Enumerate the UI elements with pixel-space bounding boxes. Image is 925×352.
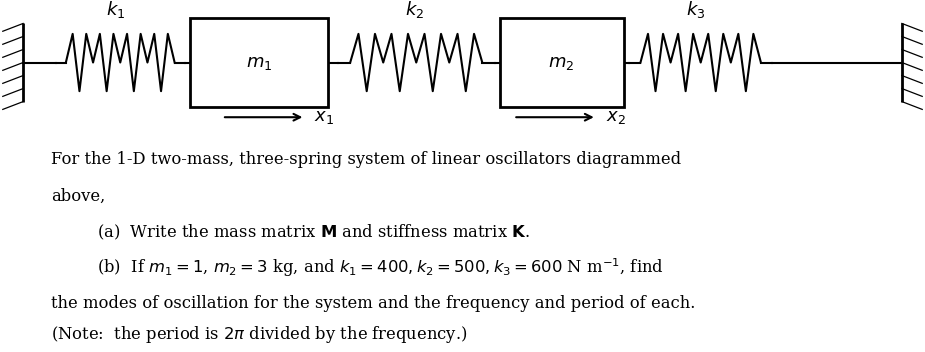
Text: $k_3$: $k_3$ (686, 0, 705, 20)
Text: $x_2$: $x_2$ (606, 108, 625, 126)
Text: $k_1$: $k_1$ (106, 0, 125, 20)
Bar (190, 18, 328, 107)
Text: $x_1$: $x_1$ (314, 108, 335, 126)
Text: (b)  If $m_1 = 1$, $m_2 = 3$ kg, and $k_1 = 400, k_2 = 500, k_3 = 600$ N m$^{-1}: (b) If $m_1 = 1$, $m_2 = 3$ kg, and $k_1… (97, 256, 664, 279)
Text: $k_2$: $k_2$ (405, 0, 424, 20)
Text: For the 1-D two-mass, three-spring system of linear oscillators diagrammed: For the 1-D two-mass, three-spring syste… (51, 151, 681, 168)
Text: above,: above, (51, 188, 105, 205)
Text: the modes of oscillation for the system and the frequency and period of each.: the modes of oscillation for the system … (51, 295, 696, 312)
Text: $m_1$: $m_1$ (246, 54, 272, 71)
Text: (Note:  the period is $2\pi$ divided by the frequency.): (Note: the period is $2\pi$ divided by t… (51, 324, 467, 345)
Text: (a)  Write the mass matrix $\mathbf{M}$ and stiffness matrix $\mathbf{K}$.: (a) Write the mass matrix $\mathbf{M}$ a… (97, 222, 530, 242)
Text: $m_2$: $m_2$ (549, 54, 574, 71)
Bar (500, 18, 624, 107)
